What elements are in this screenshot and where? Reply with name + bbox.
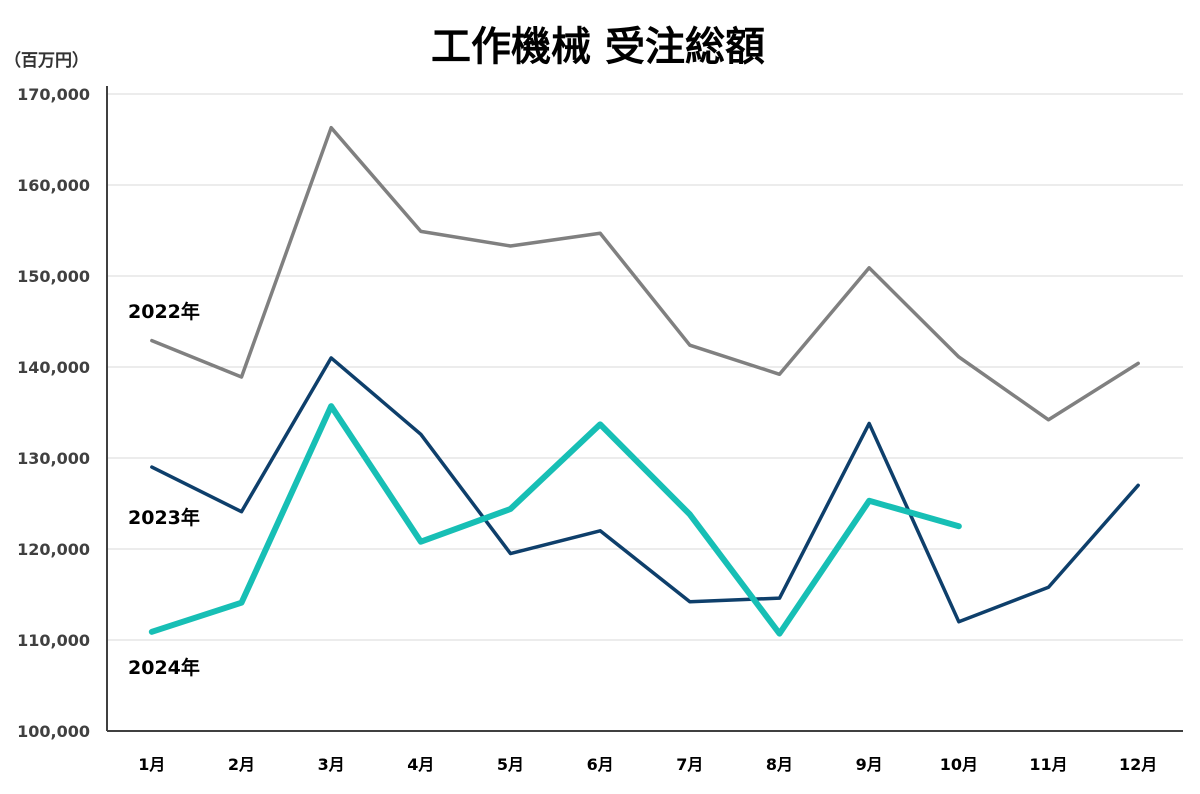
y-tick-label: 160,000 <box>17 176 90 195</box>
x-tick-label: 3月 <box>318 755 345 774</box>
x-tick-label: 5月 <box>497 755 524 774</box>
series-label: 2023年 <box>128 506 200 529</box>
series-line-2023年 <box>152 358 1138 622</box>
x-tick-label: 2月 <box>228 755 255 774</box>
chart-title: 工作機械 受注総額 <box>431 24 765 70</box>
x-tick-label: 12月 <box>1119 755 1157 774</box>
x-tick-label: 9月 <box>856 755 883 774</box>
y-tick-label: 120,000 <box>17 540 90 559</box>
x-tick-label: 8月 <box>766 755 793 774</box>
y-tick-label: 110,000 <box>17 631 90 650</box>
x-tick-label: 4月 <box>407 755 434 774</box>
y-tick-label: 150,000 <box>17 267 90 286</box>
y-tick-label: 100,000 <box>17 722 90 741</box>
series-line-2022年 <box>152 128 1138 420</box>
y-tick-label: 170,000 <box>17 85 90 104</box>
y-tick-label: 140,000 <box>17 358 90 377</box>
x-tick-label: 6月 <box>587 755 614 774</box>
y-axis-unit-label: （百万円） <box>4 50 89 71</box>
x-tick-label: 11月 <box>1029 755 1067 774</box>
x-tick-label: 10月 <box>940 755 978 774</box>
x-tick-label: 1月 <box>138 755 165 774</box>
y-tick-label: 130,000 <box>17 449 90 468</box>
series-label: 2022年 <box>128 300 200 323</box>
series-label: 2024年 <box>128 656 200 679</box>
x-tick-label: 7月 <box>676 755 703 774</box>
series-line-2024年 <box>152 406 959 634</box>
